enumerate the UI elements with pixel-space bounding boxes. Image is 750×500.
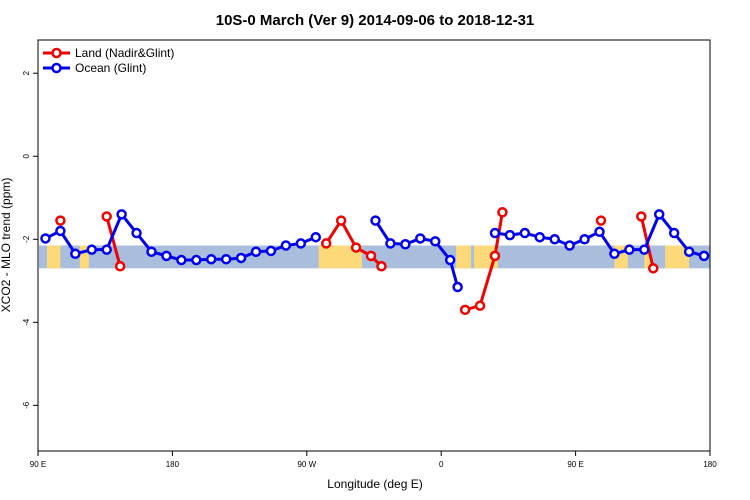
data-point [250,246,262,257]
y-tick-label: -6 [22,401,31,409]
data-point [564,240,575,251]
data-point [400,239,411,250]
data-point [101,244,112,255]
map-band-land [665,245,690,269]
data-point [131,227,142,239]
map-band-land [318,245,363,269]
data-point [648,263,659,274]
data-point [205,253,217,265]
data-point [114,261,126,272]
x-tick-label: 90 W [297,460,316,469]
data-point [698,250,710,262]
legend-marker [51,47,62,59]
x-tick-label: 180 [166,460,180,469]
data-point [55,215,66,226]
data-point [310,231,322,243]
y-tick-label: -2 [22,235,31,243]
data-point [459,304,471,316]
x-tick-label: 180 [703,460,717,469]
legend: Land (Nadir&Glint)Ocean (Glint) [43,46,174,75]
data-point [594,226,605,238]
data-point [474,300,486,311]
map-band-land [79,245,89,269]
data-point [146,246,157,257]
y-tick-label: -4 [22,318,31,326]
x-tick-label: 90 E [30,460,46,469]
chart-title: 10S-0 March (Ver 9) 2014-09-06 to 2018-1… [216,12,535,29]
data-point [55,225,66,237]
data-point [365,250,377,262]
legend-label: Land (Nadir&Glint) [75,46,174,60]
plot-frame [37,39,711,452]
legend-marker [51,62,62,74]
data-point [370,215,381,226]
x-tick-label: 90 E [567,460,583,469]
data-point [295,238,307,249]
map-band-land [46,245,61,269]
series-ocean [40,209,710,293]
data-point [40,233,51,244]
data-point [636,211,647,222]
data-point [444,254,456,266]
map-band-land [456,245,472,269]
data-point [335,215,347,226]
x-axis: 90 E 180 90 W 0 90 E 180 [30,451,717,469]
data-point [101,211,112,222]
data-point [320,238,332,249]
x-tick-label: 0 [439,460,444,469]
legend-label: Ocean (Glint) [75,61,146,75]
data-point [350,242,362,253]
data-point [70,248,81,260]
data-point [191,254,202,266]
plot-area [39,207,710,316]
data-point [86,244,98,255]
data-point [579,234,590,245]
data-point [549,234,560,245]
data-point [452,281,463,293]
data-point [497,207,508,218]
data-point [235,252,247,264]
data-point [489,250,501,262]
data-point [683,246,695,257]
data-point [504,229,516,241]
data-point [429,236,441,247]
y-tick-label: 0 [22,153,31,158]
data-point [639,244,650,255]
data-point [595,215,607,226]
data-point [220,253,232,265]
data-point [265,245,277,257]
data-point [161,250,172,262]
data-point [534,231,546,243]
data-point [415,233,426,244]
map-band-land [644,245,651,269]
data-point [176,254,187,266]
y-axis-label: XCO2 - MLO trend (ppm) [0,178,13,313]
data-point [624,244,635,255]
y-tick-label: 2 [22,70,31,75]
data-point [668,227,680,239]
data-point [385,238,396,249]
x-axis-label: Longitude (deg E) [327,477,422,491]
data-point [376,261,387,272]
data-point [653,209,665,220]
data-point [609,248,620,260]
data-point [489,227,501,239]
data-point [519,227,531,239]
data-point [116,209,127,220]
data-point [280,240,292,251]
series-line [105,216,122,267]
y-axis: -6 -4 -2 0 2 [22,70,38,409]
